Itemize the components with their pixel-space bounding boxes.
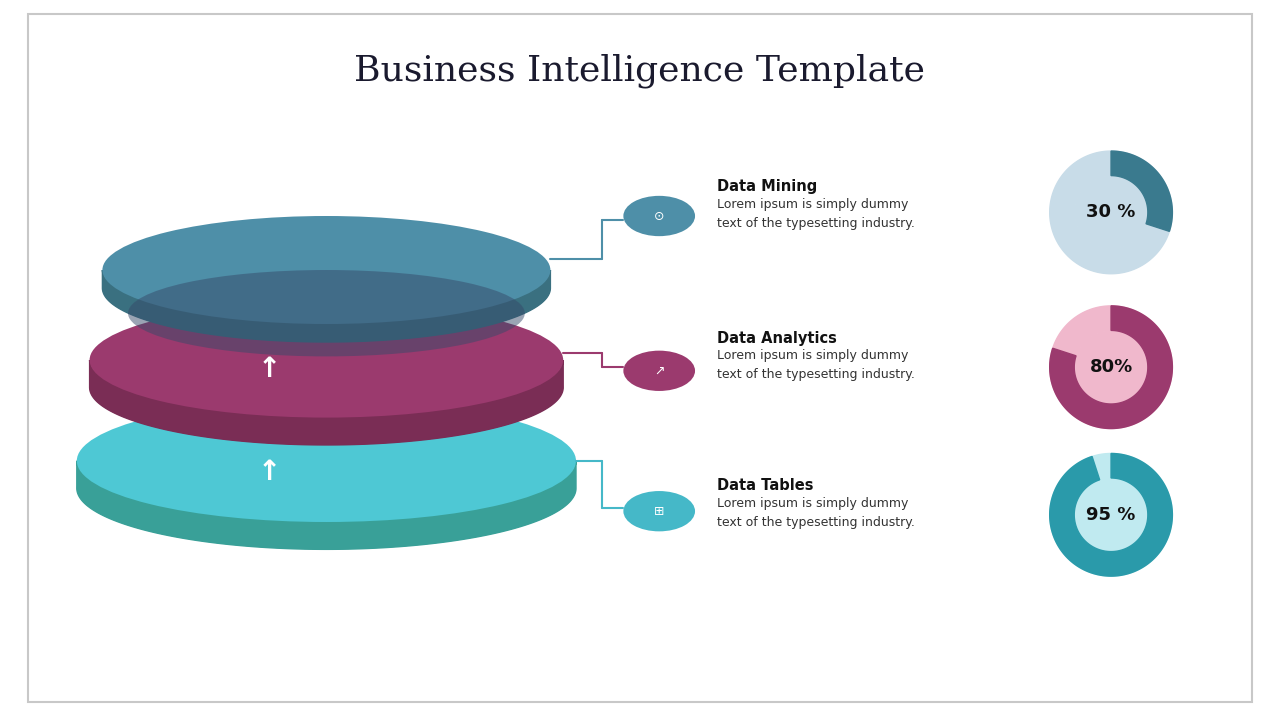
Text: Data Tables: Data Tables xyxy=(717,478,813,493)
Text: Business Intelligence Template: Business Intelligence Template xyxy=(355,54,925,89)
Text: 80%: 80% xyxy=(1089,359,1133,376)
Polygon shape xyxy=(1050,151,1172,274)
Text: ↑: ↑ xyxy=(257,355,280,382)
Text: Lorem ipsum is simply dummy
text of the typesetting industry.: Lorem ipsum is simply dummy text of the … xyxy=(717,198,915,230)
Circle shape xyxy=(1074,478,1148,552)
Polygon shape xyxy=(90,360,563,445)
Circle shape xyxy=(623,196,695,236)
Text: Data Mining: Data Mining xyxy=(717,179,817,194)
Polygon shape xyxy=(102,270,550,342)
Text: Lorem ipsum is simply dummy
text of the typesetting industry.: Lorem ipsum is simply dummy text of the … xyxy=(717,349,915,381)
Polygon shape xyxy=(1050,306,1172,428)
Ellipse shape xyxy=(128,270,525,356)
Ellipse shape xyxy=(102,234,550,342)
Ellipse shape xyxy=(102,216,550,324)
Ellipse shape xyxy=(90,302,563,418)
Text: 30 %: 30 % xyxy=(1087,204,1135,222)
Text: ↑: ↑ xyxy=(257,458,280,485)
Text: Data Analytics: Data Analytics xyxy=(717,330,837,346)
Circle shape xyxy=(1074,330,1148,404)
Text: ↗: ↗ xyxy=(654,364,664,377)
Polygon shape xyxy=(1050,454,1172,576)
Text: Lorem ipsum is simply dummy
text of the typesetting industry.: Lorem ipsum is simply dummy text of the … xyxy=(717,497,915,528)
Circle shape xyxy=(623,491,695,531)
Ellipse shape xyxy=(77,427,576,549)
Text: ⊙: ⊙ xyxy=(654,210,664,222)
Circle shape xyxy=(623,351,695,391)
Polygon shape xyxy=(1111,151,1172,231)
Ellipse shape xyxy=(77,400,576,522)
Text: ⊞: ⊞ xyxy=(654,505,664,518)
Text: 95 %: 95 % xyxy=(1087,505,1135,524)
Polygon shape xyxy=(1050,454,1172,576)
Polygon shape xyxy=(77,461,576,549)
Ellipse shape xyxy=(90,330,563,445)
Circle shape xyxy=(1074,176,1148,249)
Polygon shape xyxy=(1050,306,1172,428)
